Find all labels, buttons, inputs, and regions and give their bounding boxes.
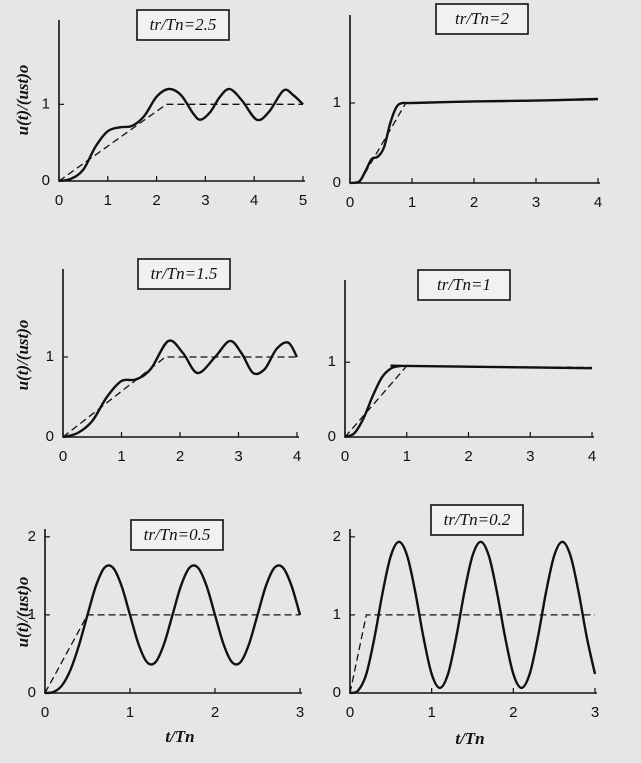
- x-tick-label: 1: [408, 194, 416, 211]
- chart-title: tr/Tn=1.5: [151, 264, 218, 283]
- x-tick-label: 4: [293, 448, 301, 465]
- title-box: [130, 519, 224, 551]
- static-response-line: [58, 103, 303, 182]
- y-axis-label: u(t)/(ust)o: [13, 320, 32, 391]
- x-tick-label: 0: [346, 704, 354, 721]
- y-tick-label: 1: [328, 353, 336, 370]
- x-axis-label: t/Tn: [455, 729, 484, 748]
- x-tick-label: 1: [427, 704, 435, 721]
- x-tick-label: 0: [346, 194, 354, 211]
- title-box: [137, 258, 231, 290]
- chart-title: tr/Tn=0.5: [144, 525, 211, 544]
- y-tick-label: 1: [28, 606, 36, 623]
- chart-title: tr/Tn=2: [455, 9, 509, 28]
- y-axis-label: u(t)/(ust)o: [13, 577, 32, 648]
- title-box: [417, 269, 511, 301]
- x-tick-label: 2: [509, 704, 517, 721]
- x-tick-label: 1: [126, 704, 134, 721]
- title-box: [430, 504, 524, 536]
- y-tick-label: 0: [333, 684, 341, 701]
- x-tick-label: 2: [470, 194, 478, 211]
- y-tick-label: 0: [28, 684, 36, 701]
- static-response-line: [44, 614, 300, 694]
- x-tick-label: 2: [176, 448, 184, 465]
- chart-title: tr/Tn=0.2: [444, 510, 511, 529]
- chart-title: tr/Tn=1: [437, 275, 491, 294]
- x-tick-label: 3: [532, 194, 540, 211]
- chart-title: tr/Tn=2.5: [150, 15, 217, 34]
- x-tick-label: 0: [55, 192, 63, 209]
- dynamic-response-line: [349, 540, 597, 695]
- y-tick-label: 0: [333, 174, 341, 191]
- x-tick-label: 2: [211, 704, 219, 721]
- title-box: [435, 3, 529, 35]
- x-axis-label: t/Tn: [165, 727, 194, 746]
- x-tick-label: 0: [341, 448, 349, 465]
- y-tick-label: 1: [333, 606, 341, 623]
- dynamic-response-line: [58, 87, 304, 183]
- y-tick-label: 1: [42, 95, 50, 112]
- x-tick-label: 3: [296, 704, 304, 721]
- x-tick-label: 5: [299, 192, 307, 209]
- x-tick-label: 3: [201, 192, 209, 209]
- y-tick-label: 1: [46, 348, 54, 365]
- x-tick-label: 4: [250, 192, 258, 209]
- title-box: [136, 9, 230, 41]
- x-tick-label: 2: [152, 192, 160, 209]
- dynamic-response-line: [62, 339, 299, 439]
- static-response-line: [358, 99, 599, 184]
- x-tick-label: 1: [104, 192, 112, 209]
- x-tick-label: 4: [594, 194, 602, 211]
- y-tick-label: 2: [28, 528, 36, 545]
- x-tick-label: 1: [117, 448, 125, 465]
- x-tick-label: 3: [234, 448, 242, 465]
- static-response-line: [344, 365, 593, 438]
- x-tick-label: 3: [526, 448, 534, 465]
- y-tick-label: 2: [333, 528, 341, 545]
- static-response-line: [349, 614, 595, 694]
- y-tick-label: 0: [46, 428, 54, 445]
- x-tick-label: 0: [41, 704, 49, 721]
- x-tick-label: 2: [464, 448, 472, 465]
- x-tick-label: 0: [59, 448, 67, 465]
- x-tick-label: 1: [403, 448, 411, 465]
- y-tick-label: 1: [333, 94, 341, 111]
- y-tick-label: 0: [328, 428, 336, 445]
- y-tick-label: 0: [42, 172, 50, 189]
- x-tick-label: 3: [591, 704, 599, 721]
- y-axis-label: u(t)/(ust)o: [13, 65, 32, 136]
- x-tick-label: 4: [588, 448, 596, 465]
